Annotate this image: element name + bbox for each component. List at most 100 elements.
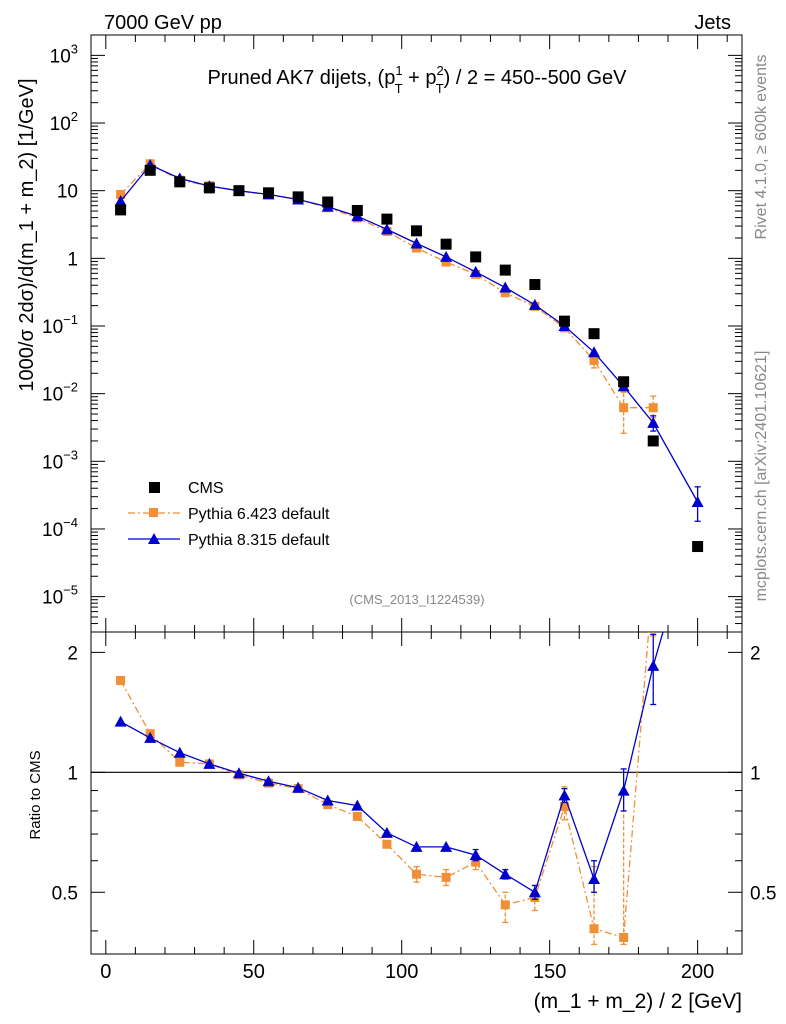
main-cms-point bbox=[322, 196, 334, 208]
main-pythia6-point bbox=[589, 355, 599, 365]
main-pythia8-point bbox=[440, 250, 453, 262]
y-tick-label: 1 bbox=[67, 249, 78, 270]
ratio-pythia8-point bbox=[203, 757, 216, 769]
beam-label: 7000 GeV pp bbox=[104, 12, 222, 34]
main-cms-point bbox=[618, 376, 630, 388]
main-pythia8-point bbox=[647, 416, 660, 428]
ratio-pythia6-point bbox=[441, 872, 451, 882]
ratio-pythia8-point bbox=[292, 781, 305, 793]
y-tick-label: 102 bbox=[50, 109, 78, 135]
ratio-pythia8-point bbox=[262, 775, 275, 787]
main-pythia6-point bbox=[648, 403, 658, 413]
ratio-pythia6-point bbox=[352, 811, 362, 821]
ratio-pythia8-point bbox=[321, 794, 334, 806]
ratio-pythia8-point bbox=[144, 731, 157, 743]
x-tick-label: 150 bbox=[533, 961, 566, 983]
main-cms-point bbox=[692, 541, 704, 553]
main-cms-point bbox=[411, 225, 422, 237]
y-tick-label: 10−1 bbox=[42, 312, 78, 338]
ratio-y-tick-label-right: 2 bbox=[750, 643, 761, 664]
main-pythia8-point bbox=[410, 237, 423, 249]
x-tick-label: 50 bbox=[243, 961, 265, 983]
ratio-pythia8-point bbox=[469, 849, 482, 861]
ratio-pythia6-point bbox=[382, 839, 392, 849]
main-cms-point bbox=[440, 238, 452, 250]
main-cms-point bbox=[351, 204, 363, 216]
ratio-pythia6-point bbox=[175, 757, 185, 767]
reference-label: mcplots.cern.ch [arXiv:2401.10621] bbox=[753, 351, 770, 602]
main-pythia8-point bbox=[380, 223, 393, 235]
ratio-pythia6-point bbox=[559, 802, 569, 812]
legend-cms-label: CMS bbox=[188, 480, 224, 497]
ratio-pythia8-point bbox=[499, 868, 512, 880]
ratio-pythia6-point bbox=[649, 572, 658, 581]
main-pythia8-point bbox=[691, 496, 704, 508]
ratio-y-tick-label: 0.5 bbox=[52, 883, 78, 904]
x-tick-label: 200 bbox=[681, 961, 714, 983]
ratio-pythia8-point bbox=[588, 872, 601, 884]
ratio-y-axis-label: Ratio to CMS bbox=[27, 750, 44, 839]
main-pythia6-point bbox=[619, 403, 629, 413]
legend-pythia8-marker bbox=[148, 533, 160, 544]
main-cms-point bbox=[203, 182, 215, 194]
main-cms-point bbox=[499, 264, 511, 276]
main-pythia8-point bbox=[588, 346, 601, 358]
analysis-id: (CMS_2013_I1224539) bbox=[349, 592, 484, 607]
ratio-pythia8-point bbox=[558, 789, 571, 801]
main-pythia8-point bbox=[528, 298, 541, 310]
main-pythia6-point bbox=[441, 257, 451, 267]
ratio-pythia8-point bbox=[351, 799, 364, 811]
ratio-pythia8-point bbox=[410, 840, 423, 852]
ratio-pythia6-point bbox=[619, 933, 629, 943]
ratio-pythia8-point bbox=[528, 886, 541, 898]
legend-cms-marker bbox=[149, 482, 160, 493]
y-tick-label: 10 bbox=[57, 182, 78, 203]
main-cms-point bbox=[647, 435, 659, 447]
ratio-pythia6-line bbox=[120, 632, 650, 939]
ratio-pythia8-point bbox=[440, 840, 453, 852]
main-cms-point bbox=[588, 328, 600, 340]
x-axis-label: (m_1 + m_2) / 2 [GeV] bbox=[534, 990, 742, 1013]
legend-pythia6-marker bbox=[149, 508, 158, 517]
main-pythia6-point bbox=[500, 288, 510, 298]
main-cms-point bbox=[233, 185, 245, 197]
main-pythia8-point bbox=[469, 265, 482, 277]
ratio-y-tick-label: 1 bbox=[67, 763, 78, 784]
y-tick-label: 10−2 bbox=[42, 380, 78, 406]
ratio-pythia6-point bbox=[500, 900, 510, 910]
y-tick-label: 10−5 bbox=[42, 583, 78, 609]
main-pythia6-line bbox=[120, 162, 654, 409]
main-cms-point bbox=[381, 213, 393, 225]
ratio-pythia6-point bbox=[589, 924, 599, 934]
main-cms-point bbox=[558, 315, 570, 327]
ratio-pythia8-point bbox=[380, 826, 393, 838]
ratio-pythia6-point bbox=[471, 857, 481, 867]
ratio-pythia6-point bbox=[412, 869, 421, 879]
ratio-pythia8-point bbox=[232, 767, 245, 779]
legend: CMS Pythia 6.423 default Pythia 8.315 de… bbox=[128, 480, 330, 549]
main-cms-point bbox=[263, 187, 275, 199]
main-cms-point bbox=[292, 191, 304, 203]
main-cms-point bbox=[529, 279, 541, 291]
ratio-y-tick-label-right: 1 bbox=[750, 763, 761, 784]
ratio-pythia8-point bbox=[114, 715, 127, 727]
ratio-pythia8-point bbox=[617, 784, 630, 796]
main-cms-point bbox=[470, 251, 482, 263]
ratio-panel-frame bbox=[90, 631, 743, 955]
x-tick-label: 100 bbox=[385, 961, 418, 983]
main-title: Pruned AK7 dijets, (p1 T + p2 T) / 2 = 450… bbox=[207, 63, 627, 96]
y-tick-label: 10−4 bbox=[42, 515, 78, 541]
main-pythia8-point bbox=[114, 195, 127, 207]
main-cms-point bbox=[144, 164, 156, 176]
y-tick-label: 10−3 bbox=[42, 447, 78, 473]
main-cms-point bbox=[115, 204, 127, 216]
main-cms-point bbox=[174, 176, 186, 188]
rivet-version-label: Rivet 4.1.0, ≥ 600k events bbox=[753, 55, 770, 240]
y-tick-label: 103 bbox=[50, 41, 78, 67]
ratio-y-tick-label: 2 bbox=[67, 643, 78, 664]
ratio-y-tick-label-right: 0.5 bbox=[750, 883, 776, 904]
ratio-pythia8-line bbox=[120, 632, 664, 894]
process-label: Jets bbox=[694, 12, 731, 34]
main-pythia8-point bbox=[499, 281, 512, 293]
